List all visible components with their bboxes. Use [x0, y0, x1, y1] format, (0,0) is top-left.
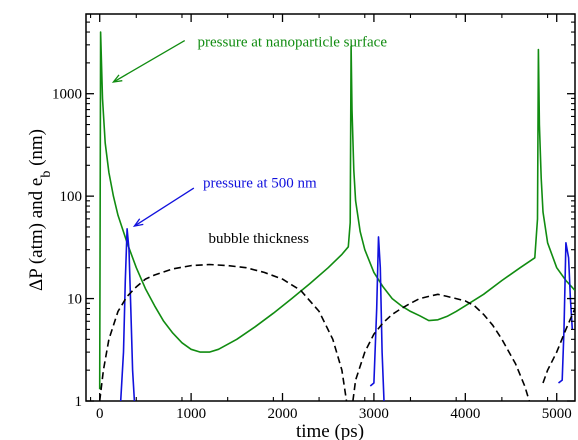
- y-tick-label: 10: [67, 292, 82, 308]
- tick-layer: 0 1000 2000 3000 4000 5000 1 10 100 1000: [52, 13, 575, 422]
- y-axis-label-subscript: b: [39, 171, 54, 178]
- y-axis-label-main: ΔP (atm) and e: [26, 178, 47, 291]
- x-tick-label: 0: [96, 406, 104, 422]
- annotation-arrow-line: [113, 40, 186, 83]
- series-1-line-0: [119, 228, 136, 401]
- x-tick-label: 4000: [450, 406, 480, 422]
- annotation-label: pressure at 500 nm: [203, 176, 317, 192]
- x-tick-label: 1000: [176, 406, 206, 422]
- annotation-arrow-line: [134, 187, 195, 227]
- plot-frame: [85, 13, 576, 402]
- y-axis-label-tail: (nm): [26, 129, 47, 171]
- annotation-label: pressure at nanoparticle surface: [198, 34, 388, 50]
- annotation-layer: pressure at nanoparticle surface pressure…: [111, 34, 388, 247]
- series-2-line-0: [98, 263, 348, 401]
- y-tick-label: 1: [75, 394, 83, 410]
- series-2-line-1: [352, 293, 531, 401]
- y-axis-label: ΔP (atm) and eb (nm): [26, 129, 54, 291]
- annotation-arrow-head: [132, 218, 144, 228]
- x-tick-label: 3000: [359, 406, 389, 422]
- x-tick-label: 5000: [542, 406, 572, 422]
- x-axis-label: time (ps): [296, 421, 364, 440]
- annotation-arrow-head: [111, 74, 123, 83]
- annotation-label: bubble thickness: [209, 231, 310, 247]
- series-layer: [98, 31, 575, 401]
- series-2-line-2: [542, 308, 575, 384]
- series-1-line-2: [558, 242, 574, 384]
- y-tick-label: 100: [60, 189, 83, 205]
- y-tick-label: 1000: [52, 87, 82, 103]
- series-1-line-1: [369, 236, 385, 401]
- x-tick-label: 2000: [268, 406, 298, 422]
- series-0-line-0: [98, 31, 575, 390]
